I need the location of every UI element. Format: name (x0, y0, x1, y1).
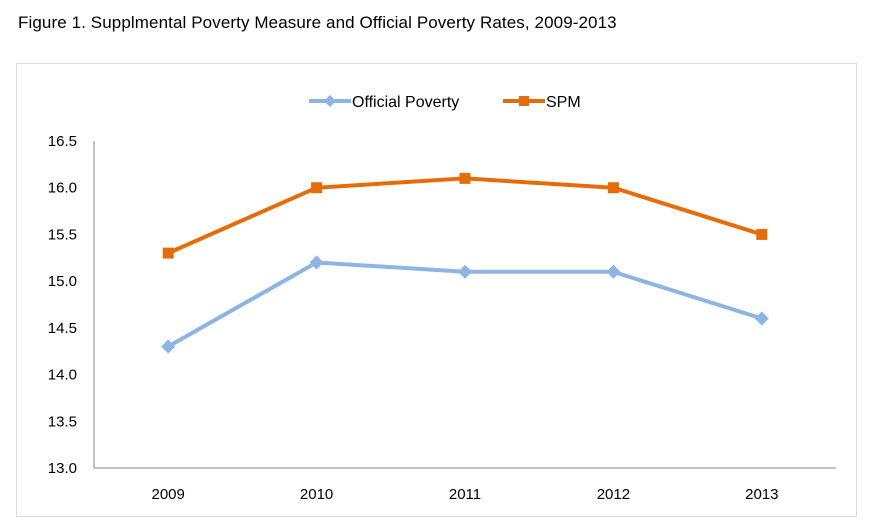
y-tick-label: 13.0 (48, 460, 77, 477)
legend-marker-diamond (324, 95, 336, 107)
x-tick-label: 2012 (597, 486, 630, 503)
x-axis: 2009 2010 2011 2012 2013 (94, 467, 836, 503)
figure-title: Figure 1. Supplmental Poverty Measure an… (18, 13, 617, 32)
legend-label: Official Poverty (352, 94, 459, 111)
x-tick-label: 2011 (449, 486, 481, 503)
y-tick-label: 16.0 (48, 180, 77, 197)
data-point-diamond (309, 255, 324, 270)
y-tick-label: 15.5 (48, 226, 77, 243)
series-line (167, 176, 763, 255)
chart-frame (16, 63, 857, 517)
data-point-square (459, 172, 471, 184)
y-tick-label: 13.5 (48, 413, 77, 430)
data-point-diamond (606, 264, 621, 279)
data-point-diamond (458, 264, 472, 279)
data-point-diamond (754, 311, 769, 326)
x-tick-label: 2010 (300, 486, 333, 503)
data-point-diamond (161, 339, 176, 354)
y-axis: 13.0 13.5 14.0 14.5 15.0 15.5 16.0 16.5 (48, 133, 95, 477)
series-official-poverty (161, 255, 769, 354)
x-tick-label: 2009 (152, 486, 185, 503)
data-point-square (162, 247, 174, 259)
y-tick-label: 14.5 (48, 320, 77, 337)
legend-item-spm: SPM (503, 94, 581, 111)
y-tick-label: 14.0 (48, 367, 77, 384)
legend-label: SPM (546, 94, 581, 111)
data-point-square (607, 182, 619, 194)
y-tick-label: 16.5 (48, 133, 77, 150)
legend-item-official-poverty: Official Poverty (309, 94, 459, 111)
y-tick-label: 15.0 (48, 273, 77, 290)
series-layer (161, 172, 769, 354)
x-tick-label: 2013 (745, 486, 778, 503)
series-spm (162, 172, 768, 259)
data-point-square (756, 228, 768, 240)
data-point-square (311, 182, 323, 194)
legend-marker-square (519, 96, 529, 106)
legend: Official Poverty SPM (309, 94, 581, 111)
